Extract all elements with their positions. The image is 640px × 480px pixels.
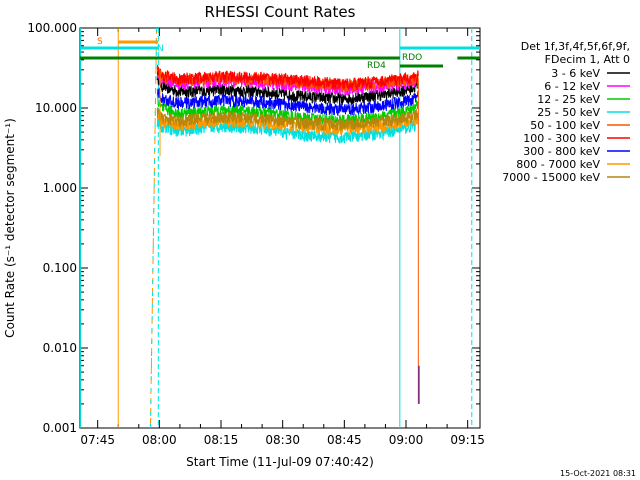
y-tick-label: 0.001 bbox=[43, 421, 77, 435]
series-line-0 bbox=[156, 69, 419, 106]
footer-timestamp: 15-Oct-2021 08:31 bbox=[560, 469, 636, 478]
chart-title: RHESSI Count Rates bbox=[205, 3, 356, 21]
legend-label: 3 - 6 keV bbox=[551, 67, 600, 80]
series-line-8 bbox=[156, 107, 419, 132]
y-tick-label: 0.100 bbox=[43, 261, 77, 275]
series-lines bbox=[156, 64, 420, 404]
y-tick-label: 0.010 bbox=[43, 341, 77, 355]
x-tick-label: 09:15 bbox=[450, 433, 485, 447]
x-tick-label: 09:00 bbox=[389, 433, 424, 447]
y-axis-label: Count Rate (s⁻¹ detector segment⁻¹) bbox=[3, 118, 17, 338]
legend-label: 25 - 50 keV bbox=[537, 106, 600, 119]
series-line-5 bbox=[157, 65, 419, 91]
rdo-label: RDO bbox=[402, 53, 422, 63]
legend-label: 50 - 100 keV bbox=[530, 119, 600, 132]
y-axis-ticks: 0.001 0.010 0.100 1.000 10.000 100.000 bbox=[27, 21, 480, 435]
night-label: N bbox=[157, 44, 164, 54]
legend: Det 1f,3f,4f,5f,6f,9f,FDecim 1, Att 03 -… bbox=[502, 40, 630, 184]
x-tick-label: 08:45 bbox=[327, 433, 362, 447]
y-tick-label: 100.000 bbox=[27, 21, 77, 35]
legend-label: 100 - 300 keV bbox=[523, 132, 600, 145]
legend-label: 12 - 25 keV bbox=[537, 93, 600, 106]
legend-header: FDecim 1, Att 0 bbox=[545, 53, 630, 66]
x-tick-label: 08:00 bbox=[142, 433, 177, 447]
saa-label: S bbox=[97, 37, 103, 47]
y-tick-label: 10.000 bbox=[35, 101, 77, 115]
y-tick-label: 1.000 bbox=[43, 181, 77, 195]
rd4-label: RD4 bbox=[367, 61, 386, 71]
legend-label: 800 - 7000 keV bbox=[516, 158, 600, 171]
legend-label: 300 - 800 keV bbox=[523, 145, 600, 158]
legend-header: Det 1f,3f,4f,5f,6f,9f, bbox=[521, 40, 630, 53]
x-tick-label: 08:15 bbox=[204, 433, 239, 447]
series-line-6 bbox=[156, 87, 419, 116]
legend-label: 7000 - 15000 keV bbox=[502, 171, 600, 184]
x-axis-label: Start Time (11-Jul-09 07:40:42) bbox=[186, 455, 374, 469]
x-tick-label: 07:45 bbox=[80, 433, 115, 447]
x-axis-ticks: 07:45 08:00 08:15 08:30 08:45 09:00 09:15 bbox=[80, 28, 485, 447]
legend-label: 6 - 12 keV bbox=[544, 80, 600, 93]
saa-dashed-slant-line bbox=[149, 27, 158, 429]
x-tick-label: 08:30 bbox=[265, 433, 300, 447]
plot-frame bbox=[79, 27, 481, 429]
